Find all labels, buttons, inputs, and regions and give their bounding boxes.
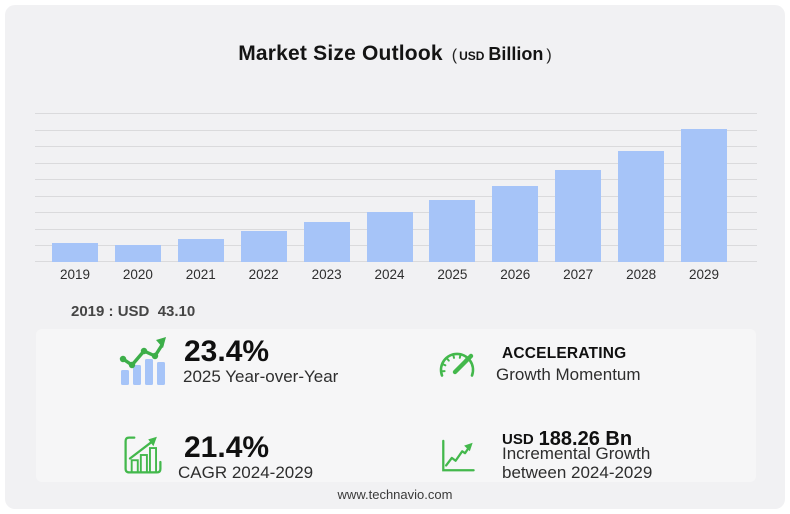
gridline bbox=[35, 146, 757, 147]
incremental-value: USD 188.26 Bn bbox=[502, 421, 632, 451]
x-label-2019: 2019 bbox=[59, 267, 91, 282]
x-label-2022: 2022 bbox=[248, 267, 279, 282]
website-url: www.technavio.com bbox=[337, 487, 453, 502]
gridline bbox=[35, 196, 757, 197]
x-label-2020: 2020 bbox=[122, 267, 153, 282]
base-year-value-annotation: 2019 : USD 43.10 bbox=[71, 303, 196, 320]
yoy-value: 23.4% bbox=[184, 335, 270, 368]
bar-2027 bbox=[555, 170, 602, 262]
x-label-2027: 2027 bbox=[563, 267, 594, 282]
chart-x-axis-labels: 2019 2020 2021 2022 2023 2024 2025 2026 2027 2028… bbox=[35, 267, 757, 285]
speedometer-icon bbox=[436, 346, 478, 389]
momentum-value: ACCELERATING bbox=[502, 345, 627, 362]
bar-2025 bbox=[429, 200, 476, 262]
bar-2022 bbox=[240, 231, 287, 262]
infographic-card: Market Size Outlook ( USD Billion ) 2019… bbox=[5, 5, 785, 509]
bar-2023 bbox=[303, 222, 350, 262]
bar-2028 bbox=[618, 151, 665, 262]
momentum-label: Growth Momentum bbox=[496, 365, 641, 384]
x-label-2029: 2029 bbox=[688, 267, 720, 282]
incremental-label-line2: between 2024-2029 bbox=[502, 463, 653, 482]
bar-chart-plot bbox=[35, 113, 757, 262]
bar-2021 bbox=[177, 239, 224, 262]
title-paren-open: ( bbox=[451, 47, 458, 64]
x-label-2026: 2026 bbox=[500, 267, 531, 282]
bar-chart-growth-icon bbox=[123, 435, 163, 480]
incremental-currency: USD bbox=[502, 431, 534, 448]
x-label-2023: 2023 bbox=[311, 267, 342, 282]
cagr-value: 21.4% bbox=[184, 431, 270, 464]
gridline bbox=[35, 113, 757, 114]
bar-2024 bbox=[366, 212, 413, 262]
bar-2026 bbox=[492, 186, 539, 262]
gridline bbox=[35, 179, 757, 180]
yoy-label: 2025 Year-over-Year bbox=[183, 367, 339, 386]
incremental-amount: 188.26 Bn bbox=[538, 428, 633, 450]
page-title: Market Size Outlook ( USD Billion ) bbox=[5, 42, 785, 66]
title-text: Market Size Outlook bbox=[238, 42, 443, 65]
title-paren-close: ) bbox=[546, 47, 552, 64]
bar-2029 bbox=[681, 129, 727, 262]
x-label-2025: 2025 bbox=[437, 267, 468, 282]
title-currency: USD bbox=[459, 49, 485, 63]
title-unit: Billion bbox=[488, 44, 544, 64]
gridline bbox=[35, 163, 757, 164]
x-label-2028: 2028 bbox=[626, 267, 657, 282]
incremental-label-line1: Incremental Growth bbox=[502, 444, 651, 463]
bars-trend-icon bbox=[115, 334, 169, 392]
bar-2019 bbox=[52, 243, 98, 262]
x-label-2024: 2024 bbox=[374, 267, 405, 282]
x-label-2021: 2021 bbox=[185, 267, 216, 282]
gridline bbox=[35, 130, 757, 131]
cagr-label: CAGR 2024-2029 bbox=[178, 463, 314, 482]
line-chart-growth-icon bbox=[439, 438, 476, 479]
bar-2020 bbox=[114, 245, 161, 262]
